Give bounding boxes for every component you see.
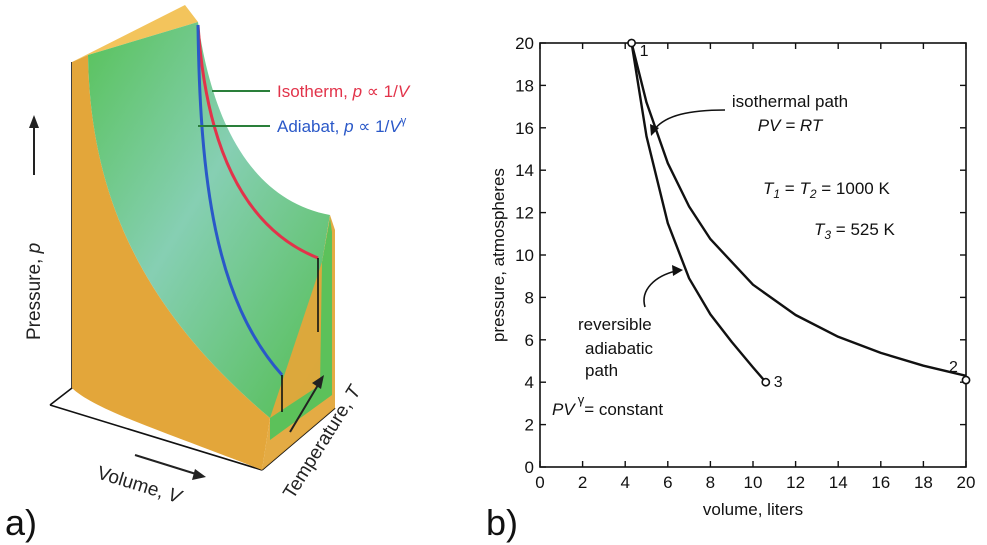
t3-label: T3 = 525 K [814, 220, 896, 242]
adiabat-label: Adiabat, p ∝ 1/Vγ [277, 115, 407, 136]
pressure-axis-label: Pressure, p [24, 243, 45, 340]
adi-leader-arrow [643, 270, 677, 308]
back-wall-edge [49, 62, 73, 406]
point-group: 1 2 3 [627, 38, 971, 391]
iso-path-eq: PV = RT [758, 116, 824, 135]
side-face [72, 55, 270, 470]
x-tick-label: 2 [578, 473, 587, 492]
isothermal-path-line [630, 42, 967, 377]
x-tick-label: 0 [535, 473, 544, 492]
adiabatic-path-line [630, 42, 767, 383]
y-tick-label: 8 [525, 288, 534, 307]
temperature-arrow-head [312, 375, 324, 389]
y-axis-label: pressure, atmospheres [489, 168, 508, 342]
volume-axis-label: Volume, V [95, 463, 186, 509]
volume-arrow [134, 454, 197, 475]
temperature-arrow [289, 384, 319, 433]
y-tick-label: 14 [515, 161, 534, 180]
iso-leader-arrow [653, 109, 726, 131]
y-tick-label: 18 [515, 76, 534, 95]
panel-a-label: a) [5, 502, 37, 543]
state-point-label: 2 [949, 359, 958, 376]
x-axis-label: volume, liters [703, 500, 803, 519]
adiabatic-label: adiabatic [585, 339, 654, 358]
state-point-marker [961, 375, 971, 385]
pv-constant-label: PVγ= constant [552, 392, 663, 419]
isotherm-label: Isotherm, p ∝ 1/V [277, 82, 411, 101]
x-tick-label: 6 [663, 473, 672, 492]
x-ticks: 0 2 4 6 8 10 12 14 16 18 20 [535, 43, 975, 492]
volume-arrow-head [192, 469, 206, 480]
x-tick-label: 4 [620, 473, 629, 492]
reversible-label: reversible [578, 315, 652, 334]
x-tick-label: 12 [786, 473, 805, 492]
iso-path-title: isothermal path [732, 92, 848, 111]
isotherm-curve [196, 24, 319, 260]
x-tick-label: 20 [957, 473, 976, 492]
x-tick-label: 10 [744, 473, 763, 492]
panel-b-label: b) [486, 502, 518, 543]
state-point-marker [627, 38, 636, 48]
y-tick-label: 6 [525, 331, 534, 350]
x-tick-label: 18 [914, 473, 933, 492]
y-tick-label: 16 [515, 119, 534, 138]
state-point-label: 3 [774, 374, 783, 391]
y-tick-label: 12 [515, 204, 534, 223]
front-face [262, 215, 335, 470]
adi-leader-head [672, 265, 683, 276]
front-face-green [270, 218, 332, 440]
iso-leader-head [650, 124, 659, 136]
adiabat-curve [196, 24, 284, 376]
panel-a: Isotherm, p ∝ 1/V Adiabat, p ∝ 1/Vγ Pres… [5, 5, 411, 543]
path-label: path [585, 361, 618, 380]
pv-surface [88, 22, 330, 418]
state-point-marker [761, 377, 771, 387]
top-face [72, 5, 198, 62]
x-tick-label: 14 [829, 473, 848, 492]
base-left-edge [49, 404, 263, 471]
y-tick-label: 0 [525, 458, 534, 477]
y-tick-label: 20 [515, 34, 534, 53]
y-tick-label: 10 [515, 246, 534, 265]
y-tick-label: 4 [525, 373, 534, 392]
pressure-arrow-head [29, 115, 39, 128]
series-group [630, 42, 967, 383]
y-tick-label: 2 [525, 416, 534, 435]
x-tick-label: 8 [706, 473, 715, 492]
t12-label: T1 = T2 = 1000 K [763, 179, 890, 201]
state-point-label: 1 [640, 43, 649, 60]
x-tick-label: 16 [871, 473, 890, 492]
